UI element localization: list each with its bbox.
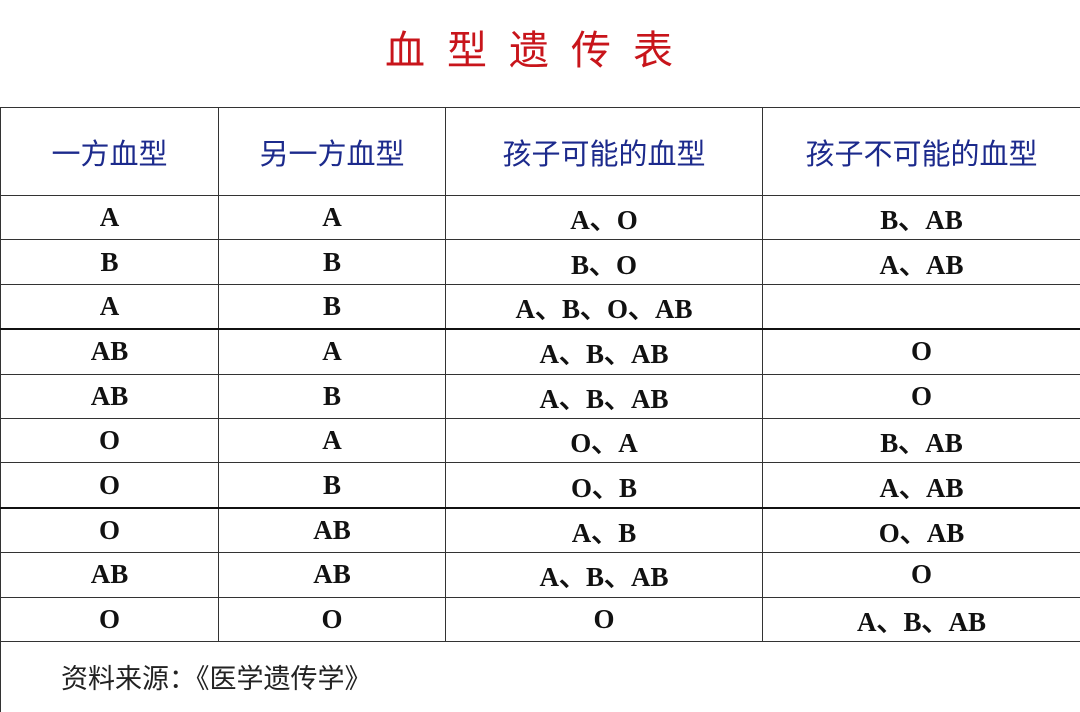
child-possible-cell: A、B、AB — [446, 329, 763, 374]
child-impossible-cell: A、AB — [763, 240, 1080, 284]
parent-one-cell: AB — [1, 329, 219, 374]
parent-two-cell: B — [219, 374, 446, 418]
parent-two-cell: A — [219, 418, 446, 462]
parent-one-cell: A — [1, 284, 219, 329]
parent-one-cell: AB — [1, 553, 219, 597]
source-note: 资料来源：《医学遗传学》 — [1, 641, 1080, 712]
page-title: 血型遗传表 — [0, 18, 1080, 76]
child-possible-cell: A、B、AB — [446, 553, 763, 597]
child-possible-cell: A、B — [446, 508, 763, 553]
header-child-possible: 孩子可能的血型 — [446, 108, 763, 196]
header-parent-one: 一方血型 — [1, 108, 219, 196]
child-possible-cell: A、O — [446, 196, 763, 240]
child-possible-cell: O、B — [446, 463, 763, 508]
header-row: 一方血型 另一方血型 孩子可能的血型 孩子不可能的血型 — [1, 108, 1080, 196]
child-possible-cell: B、O — [446, 240, 763, 284]
child-possible-cell: O — [446, 597, 763, 641]
parent-two-cell: A — [219, 196, 446, 240]
child-impossible-cell — [763, 284, 1080, 329]
child-possible-cell: A、B、O、AB — [446, 284, 763, 329]
parent-two-cell: AB — [219, 553, 446, 597]
parent-one-cell: O — [1, 418, 219, 462]
header-child-impossible: 孩子不可能的血型 — [763, 108, 1080, 196]
child-impossible-cell: A、AB — [763, 463, 1080, 508]
child-impossible-cell: B、AB — [763, 418, 1080, 462]
parent-two-cell: B — [219, 240, 446, 284]
footer-row: 资料来源：《医学遗传学》 — [1, 641, 1080, 712]
child-possible-cell: A、B、AB — [446, 374, 763, 418]
parent-two-cell: B — [219, 463, 446, 508]
child-impossible-cell: O、AB — [763, 508, 1080, 553]
parent-one-cell: A — [1, 196, 219, 240]
header-parent-two: 另一方血型 — [219, 108, 446, 196]
child-impossible-cell: O — [763, 374, 1080, 418]
child-impossible-cell: B、AB — [763, 196, 1080, 240]
parent-one-cell: O — [1, 597, 219, 641]
parent-one-cell: B — [1, 240, 219, 284]
parent-one-cell: AB — [1, 374, 219, 418]
child-possible-cell: O、A — [446, 418, 763, 462]
child-impossible-cell: O — [763, 553, 1080, 597]
parent-one-cell: O — [1, 508, 219, 553]
child-impossible-cell: O — [763, 329, 1080, 374]
child-impossible-cell: A、B、AB — [763, 597, 1080, 641]
parent-two-cell: AB — [219, 508, 446, 553]
parent-two-cell: B — [219, 284, 446, 329]
parent-two-cell: A — [219, 329, 446, 374]
parent-two-cell: O — [219, 597, 446, 641]
parent-one-cell: O — [1, 463, 219, 508]
